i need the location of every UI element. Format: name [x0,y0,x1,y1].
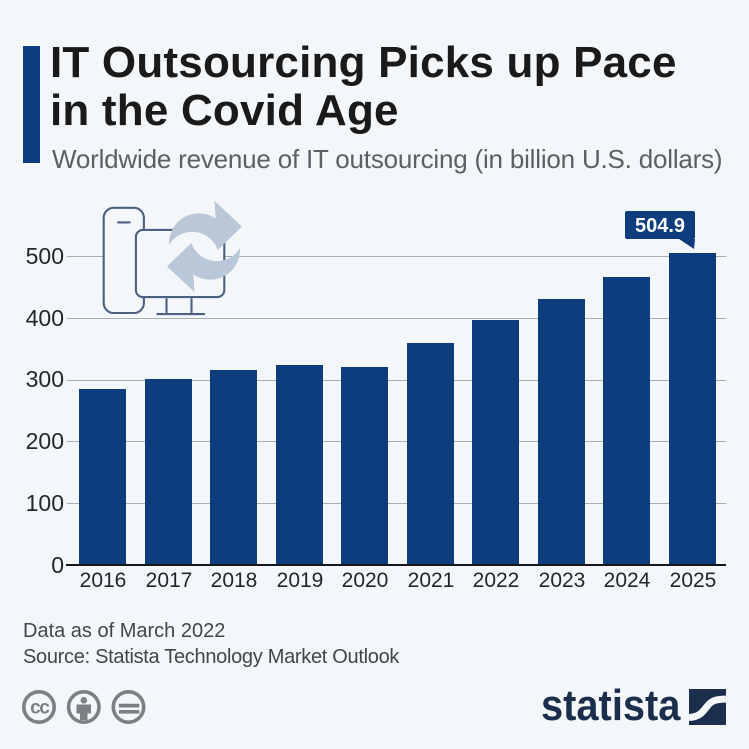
svg-text:504.9: 504.9 [635,215,685,237]
svg-text:cc: cc [30,697,50,718]
